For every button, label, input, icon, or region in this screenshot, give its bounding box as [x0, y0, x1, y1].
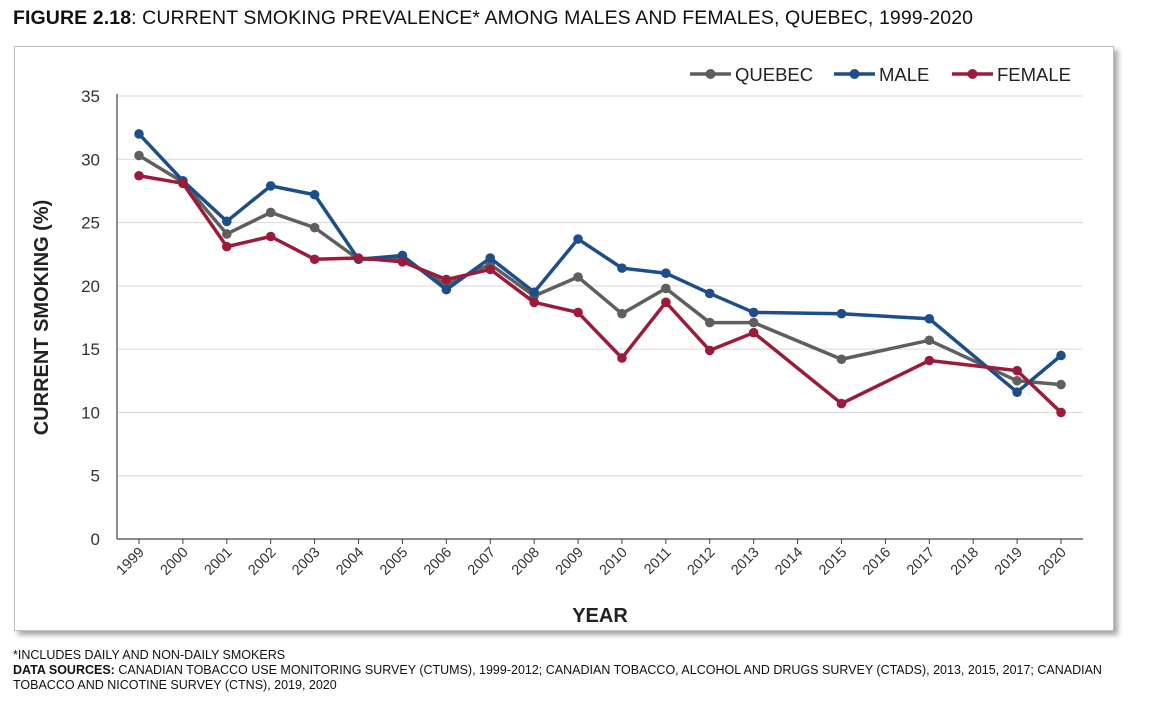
data-point-female: [265, 231, 276, 242]
x-tick-label: 2001: [202, 545, 236, 579]
legend-swatch-marker-female: [967, 69, 978, 79]
data-point-male: [661, 268, 671, 278]
x-tick-label: 2006: [421, 545, 455, 579]
y-tick-label: 20: [81, 277, 100, 296]
line-chart: 0 5 10 15 20 25 30 35 1999 2000 2001 2002 2003 2004 20…: [31, 64, 1083, 627]
y-tick-label: 25: [81, 214, 100, 233]
legend-swatch-marker-male: [849, 69, 860, 79]
x-tick-label: 2002: [245, 545, 279, 579]
data-point-quebec: [134, 150, 144, 161]
data-point-female: [441, 274, 452, 285]
data-point-female: [353, 253, 364, 263]
data-point-male: [529, 287, 539, 297]
data-point-female: [222, 241, 232, 252]
data-point-female: [661, 297, 671, 308]
data-point-male: [617, 263, 627, 273]
sources-label: DATA SOURCES:: [13, 663, 115, 677]
data-point-male: [441, 284, 452, 295]
data-point-male: [134, 129, 144, 139]
legend-label-quebec: QUEBEC: [735, 64, 813, 85]
x-tick-label: 2000: [158, 545, 192, 579]
x-tick-label: 2003: [289, 545, 323, 579]
data-point-male: [748, 307, 759, 318]
x-tick-label: 2010: [597, 545, 631, 579]
data-point-male: [309, 189, 320, 200]
footnotes: *INCLUDES DAILY AND NON-DAILY SMOKERS DA…: [13, 648, 1138, 693]
data-point-male: [573, 234, 583, 244]
x-tick-label: 2004: [333, 545, 367, 579]
data-point-male: [704, 288, 715, 299]
data-point-quebec: [1056, 379, 1066, 390]
data-point-female: [529, 297, 539, 308]
data-point-quebec: [265, 207, 276, 218]
x-tick-label: 2020: [1036, 545, 1070, 579]
x-tick-label: 2018: [948, 545, 982, 579]
data-point-female: [704, 345, 715, 356]
x-tick-label: 2017: [904, 545, 938, 579]
sources-text: CANADIAN TOBACCO USE MONITORING SURVEY (…: [13, 663, 1102, 692]
y-tick-label: 0: [91, 530, 100, 549]
data-point-quebec: [222, 229, 232, 239]
data-point-male: [1056, 350, 1066, 361]
y-tick-label: 35: [81, 87, 100, 106]
chart-panel: 0 5 10 15 20 25 30 35 1999 2000 2001 2002 2003 2004 20…: [14, 46, 1114, 631]
data-point-male: [222, 216, 232, 227]
y-tick-label: 10: [81, 403, 100, 422]
y-tick-label: 15: [81, 340, 100, 359]
x-axis-title: YEAR: [572, 605, 628, 627]
x-tick-label: 2013: [728, 545, 762, 579]
data-point-quebec: [704, 317, 715, 328]
data-point-quebec: [617, 308, 627, 319]
x-tick-label: 2005: [377, 545, 411, 579]
data-point-quebec: [836, 354, 847, 365]
data-point-quebec: [1012, 375, 1022, 386]
x-tick-label: 2014: [772, 545, 806, 579]
x-tick-label: 2008: [509, 545, 543, 579]
y-tick-label: 30: [81, 150, 100, 169]
x-tick-label: 2019: [992, 545, 1026, 579]
x-tick-label: 2016: [860, 545, 894, 579]
data-point-quebec: [573, 272, 583, 282]
data-point-quebec: [661, 283, 671, 294]
data-point-quebec: [924, 335, 935, 346]
footnote-note: *INCLUDES DAILY AND NON-DAILY SMOKERS: [13, 648, 286, 662]
data-point-female: [836, 398, 847, 409]
series-line-quebec: [137, 153, 1063, 387]
legend-swatch-marker-quebec: [705, 69, 716, 79]
data-point-male: [485, 253, 496, 263]
y-axis-title: CURRENT SMOKING (%): [31, 200, 53, 436]
y-tick-label: 5: [91, 467, 100, 486]
figure-number: FIGURE 2.18: [13, 7, 132, 29]
x-tick-label: 2015: [816, 545, 850, 579]
series-line-male: [137, 132, 1063, 394]
legend-label-male: MALE: [879, 64, 929, 85]
figure-title: FIGURE 2.18: CURRENT SMOKING PREVALENCE*…: [13, 7, 973, 30]
data-point-female: [1012, 365, 1022, 376]
data-point-female: [485, 264, 496, 275]
data-point-female: [748, 327, 759, 338]
data-point-female: [924, 355, 935, 366]
x-tick-label: 2012: [684, 545, 718, 579]
data-point-female: [397, 257, 408, 267]
data-point-male: [924, 313, 935, 324]
x-tick-label: 2009: [553, 545, 587, 579]
data-point-male: [836, 308, 847, 319]
data-point-male: [1012, 387, 1022, 397]
data-point-male: [265, 181, 276, 191]
data-point-female: [573, 307, 583, 318]
data-point-female: [309, 254, 320, 265]
data-point-female: [1056, 407, 1066, 418]
x-tick-label: 2011: [641, 545, 674, 578]
legend-label-female: FEMALE: [997, 64, 1071, 85]
data-point-quebec: [309, 222, 320, 233]
footnote-sources: DATA SOURCES: CANADIAN TOBACCO USE MONIT…: [13, 663, 1138, 693]
figure-caption: : CURRENT SMOKING PREVALENCE* AMONG MALE…: [131, 7, 974, 29]
data-point-female: [178, 178, 188, 189]
data-point-quebec: [748, 317, 759, 328]
data-point-female: [134, 170, 144, 181]
x-tick-label: 1999: [114, 545, 148, 579]
x-tick-label: 2007: [465, 545, 499, 579]
data-point-female: [617, 353, 627, 363]
